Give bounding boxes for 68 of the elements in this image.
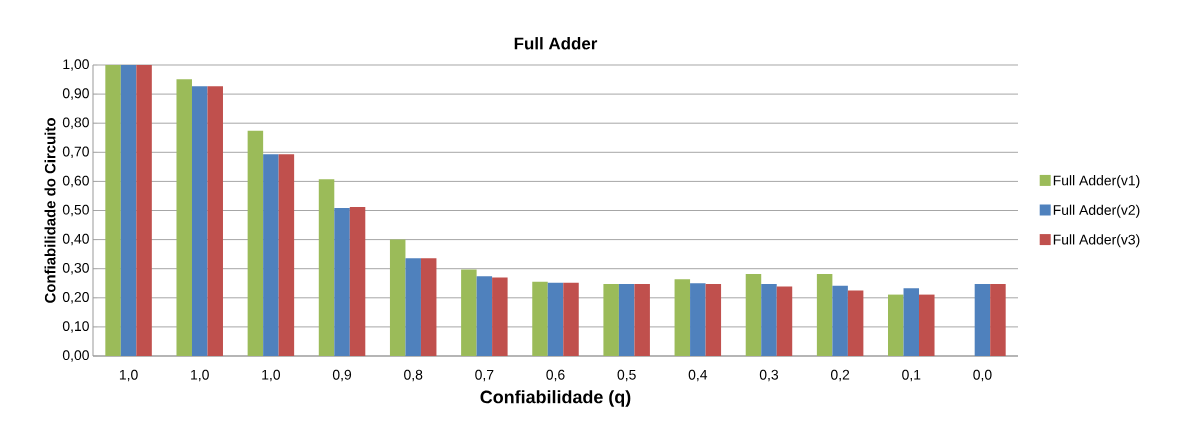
legend-label: Full Adder(v3) (1053, 234, 1140, 248)
x-axis-title: Confiabilidade (q) (480, 390, 631, 407)
bar (888, 294, 904, 356)
legend-label: Full Adder(v1) (1053, 175, 1140, 189)
y-tick-label: 0,40 (62, 233, 89, 246)
x-tick-label: 1,0 (191, 369, 209, 382)
bar (278, 154, 295, 356)
bar (990, 284, 1006, 356)
bar (603, 284, 619, 356)
bar (405, 258, 421, 356)
x-tick-label: 0,7 (475, 369, 494, 382)
x-tick-label: 1,0 (262, 369, 281, 382)
bar (705, 284, 722, 356)
bar (136, 65, 152, 356)
x-tick-label: 0,1 (902, 369, 921, 382)
bar (919, 294, 935, 356)
bar (191, 86, 208, 356)
legend-label: Full Adder(v2) (1053, 204, 1140, 218)
bar (547, 282, 564, 356)
y-tick-label: 0,90 (62, 88, 89, 100)
bar (690, 283, 706, 356)
y-tick-label: 0,30 (62, 262, 89, 275)
bar (318, 179, 335, 356)
bar (674, 279, 691, 356)
bar (176, 79, 192, 356)
bar (563, 282, 579, 356)
bar (618, 284, 635, 356)
x-tick-label: 0,6 (546, 369, 565, 382)
bar (832, 285, 848, 356)
x-tick-label: 1,0 (119, 369, 138, 382)
bar (263, 154, 279, 356)
bar (420, 258, 437, 356)
bar (334, 207, 350, 356)
bar (349, 207, 366, 356)
bar (974, 284, 991, 356)
x-tick-label: 0,5 (617, 369, 636, 382)
bar (776, 286, 793, 356)
bar (461, 269, 477, 356)
bar (745, 273, 762, 356)
bar (634, 284, 650, 356)
y-tick-label: 0,70 (62, 146, 89, 159)
y-tick-label: 1,00 (63, 59, 89, 71)
x-tick-label: 0,8 (404, 369, 423, 382)
x-tick-label: 0,2 (830, 369, 850, 382)
x-tick-label: 0,0 (973, 369, 992, 382)
bar (476, 276, 493, 356)
bar (903, 288, 920, 356)
x-tick-label: 0,3 (759, 369, 779, 382)
bar (207, 86, 223, 356)
bar (247, 130, 264, 356)
bar (532, 281, 548, 356)
y-tick-label: 0,60 (62, 175, 89, 188)
bar (492, 277, 508, 356)
y-tick-label: 0,20 (62, 292, 89, 304)
y-axis-title: Confiabilidade do Circuito (44, 118, 56, 303)
bar (847, 290, 864, 356)
bar (761, 284, 777, 356)
x-tick-label: 0,4 (688, 369, 708, 382)
chart-title: Full Adder (514, 37, 598, 50)
y-tick-label: 0,50 (62, 204, 89, 217)
bar (120, 65, 137, 356)
bar (105, 65, 121, 356)
y-tick-label: 0,10 (62, 321, 89, 333)
y-tick-label: 0,80 (62, 117, 89, 129)
bar (816, 273, 833, 356)
x-tick-label: 0,9 (332, 369, 352, 382)
bar (389, 239, 406, 356)
y-tick-label: 0,00 (62, 350, 89, 362)
